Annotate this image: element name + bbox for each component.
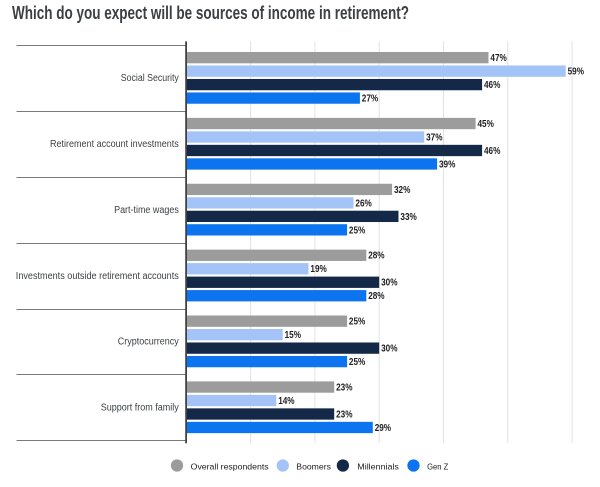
svg-text:Which do you expect will be so: Which do you expect will be sources of i…: [12, 3, 409, 23]
svg-text:Support from family: Support from family: [101, 403, 179, 414]
svg-text:Overall respondents: Overall respondents: [191, 462, 270, 472]
svg-text:30%: 30%: [381, 344, 397, 355]
svg-text:29%: 29%: [375, 423, 391, 434]
svg-text:59%: 59%: [568, 67, 584, 78]
svg-text:28%: 28%: [368, 251, 384, 262]
svg-text:Boomers: Boomers: [296, 462, 331, 472]
svg-text:30%: 30%: [381, 278, 397, 289]
svg-text:19%: 19%: [310, 264, 326, 275]
svg-text:27%: 27%: [362, 93, 378, 104]
svg-text:33%: 33%: [400, 212, 416, 223]
svg-text:45%: 45%: [478, 119, 494, 130]
svg-text:25%: 25%: [349, 225, 365, 236]
svg-text:46%: 46%: [484, 146, 500, 157]
svg-text:26%: 26%: [355, 198, 371, 209]
svg-text:Social Security: Social Security: [121, 73, 179, 84]
svg-text:23%: 23%: [336, 382, 352, 393]
svg-text:37%: 37%: [426, 132, 442, 143]
svg-text:Investments outside retirement: Investments outside retirement accounts: [16, 271, 179, 282]
svg-text:32%: 32%: [394, 185, 410, 196]
svg-text:46%: 46%: [484, 80, 500, 91]
svg-text:Part-time wages: Part-time wages: [114, 205, 179, 216]
svg-text:25%: 25%: [349, 357, 365, 368]
svg-text:14%: 14%: [278, 396, 294, 407]
svg-text:Retirement account investments: Retirement account investments: [50, 139, 179, 150]
svg-text:47%: 47%: [490, 53, 506, 64]
svg-text:39%: 39%: [439, 159, 455, 170]
svg-text:28%: 28%: [368, 291, 384, 302]
svg-text:Millennials: Millennials: [357, 462, 399, 472]
svg-text:25%: 25%: [349, 317, 365, 328]
svg-text:23%: 23%: [336, 409, 352, 420]
svg-text:Gen Z: Gen Z: [427, 462, 449, 472]
svg-text:15%: 15%: [285, 330, 301, 341]
svg-text:Cryptocurrency: Cryptocurrency: [118, 337, 179, 348]
